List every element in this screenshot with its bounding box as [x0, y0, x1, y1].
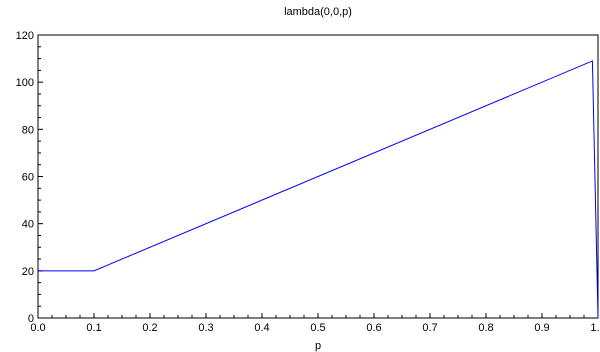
series-layer: [38, 60, 599, 319]
y-tick-label: 40: [22, 219, 34, 231]
x-tick-label: 0.8: [478, 322, 493, 334]
y-axis: 0 20 40 60 80 100 120: [16, 30, 43, 325]
x-tick-label: 0.9: [534, 322, 549, 334]
x-tick-label: 0.0: [30, 322, 45, 334]
x-axis-label: p: [315, 340, 321, 352]
y-tick-label: 20: [22, 266, 34, 278]
x-axis: 0.0 0.1 0.2 0.3 0.4 0.5 0.6 0.7 0.8 0.9 1.0: [30, 313, 600, 334]
series-line: [38, 60, 599, 319]
x-tick-label: 0.1: [86, 322, 101, 334]
x-tick-label: 0.2: [142, 322, 157, 334]
chart-title: lambda(0,0,p): [284, 6, 352, 18]
y-tick-label: 80: [22, 124, 34, 136]
y-tick-label: 0: [28, 313, 34, 325]
x-tick-label: 0.6: [366, 322, 381, 334]
y-tick-label: 100: [16, 77, 34, 89]
x-tick-label: 0.3: [198, 322, 213, 334]
y-tick-label: 120: [16, 30, 34, 42]
x-tick-label: 0.5: [310, 322, 325, 334]
y-tick-label: 60: [22, 172, 34, 184]
x-tick-label: 1.0: [590, 322, 600, 334]
x-tick-label: 0.7: [422, 322, 437, 334]
x-tick-label: 0.4: [254, 322, 269, 334]
